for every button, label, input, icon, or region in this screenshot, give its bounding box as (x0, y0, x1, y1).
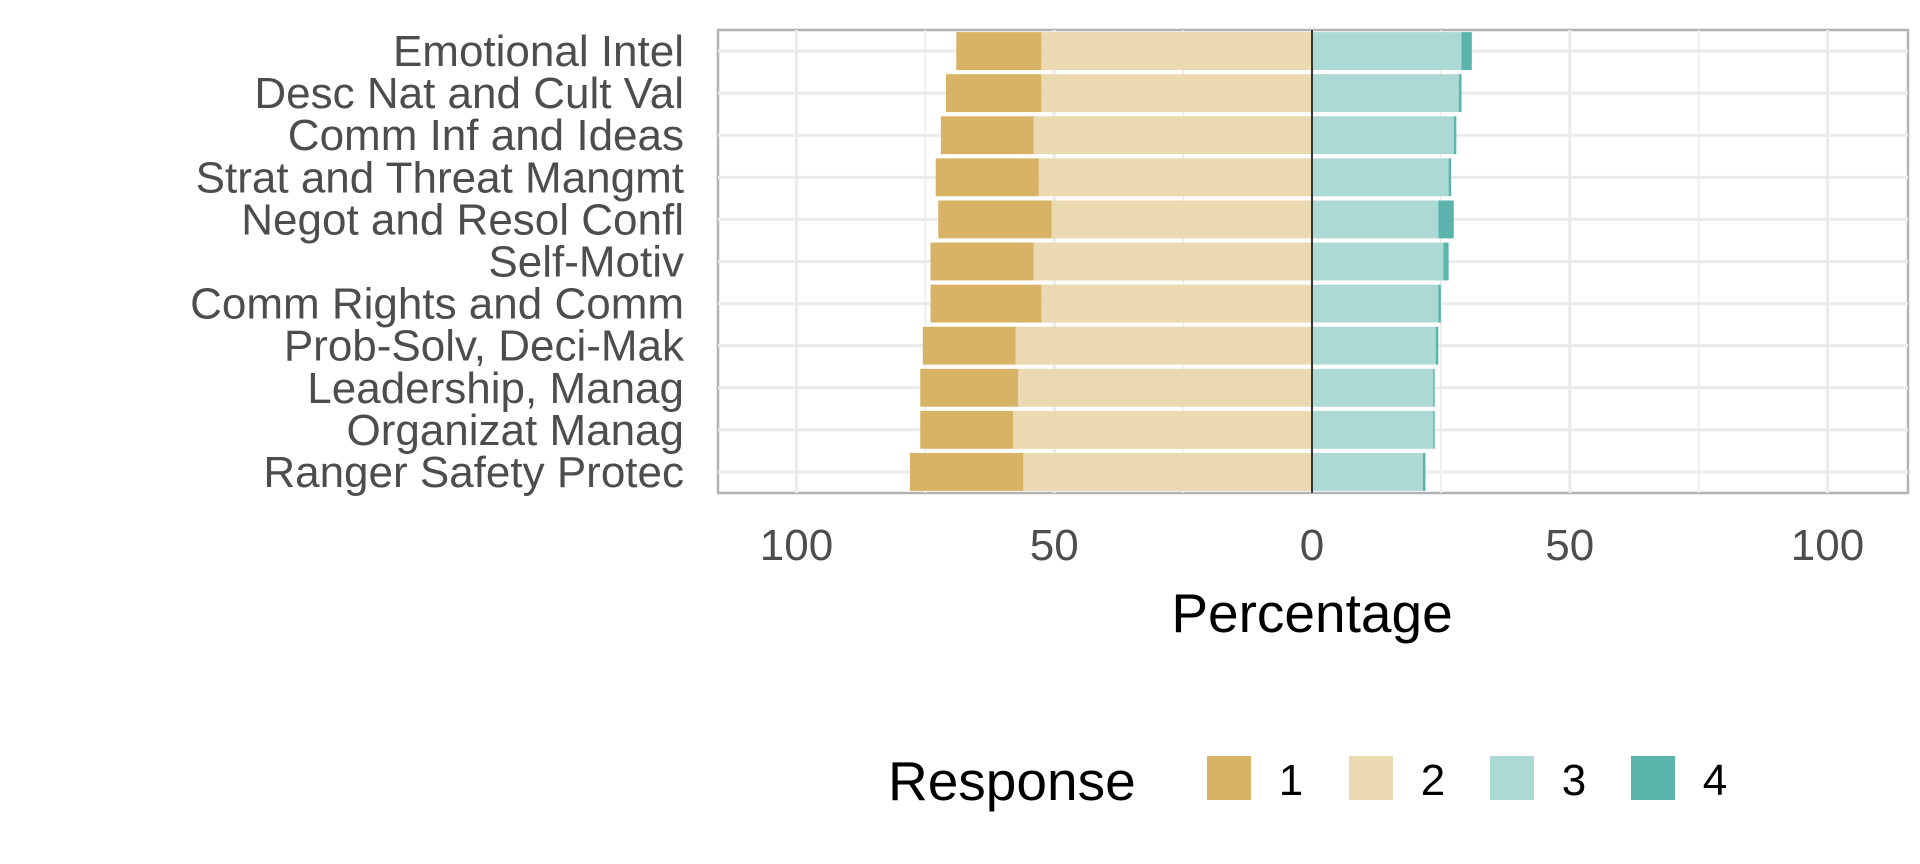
bar-response-3 (1312, 284, 1439, 323)
y-tick-label: Ranger Safety Protec (263, 448, 684, 497)
bar-response-2 (1041, 74, 1312, 113)
bar-response-4 (1433, 410, 1435, 449)
bar-response-4 (1438, 284, 1441, 323)
bar-response-2 (1038, 158, 1312, 197)
bar-response-1 (909, 453, 1024, 491)
bar-response-2 (1051, 200, 1312, 239)
bar-response-4 (1461, 32, 1472, 70)
y-tick-label: Strat and Threat Mangmt (196, 153, 684, 202)
bar-response-1 (938, 200, 1052, 239)
bar-response-1 (930, 242, 1034, 281)
bar-response-2 (1041, 32, 1312, 70)
legend-key-2 (1349, 756, 1393, 800)
bar-response-2 (1018, 368, 1312, 407)
x-axis-tick-labels: 100 50 0 50 100 (760, 521, 1864, 570)
bar-response-4 (1443, 242, 1449, 281)
bar-response-4 (1433, 368, 1435, 407)
bar-response-1 (945, 74, 1042, 113)
y-tick-label: Comm Inf and Ideas (288, 111, 684, 160)
bar-response-2 (1041, 284, 1312, 323)
x-tick-label: 100 (760, 521, 833, 570)
bar-response-2 (1033, 116, 1312, 155)
x-tick-label: 50 (1545, 521, 1594, 570)
bar-response-2 (1033, 242, 1312, 281)
bar-response-3 (1312, 32, 1462, 70)
y-tick-label: Desc Nat and Cult Val (254, 69, 684, 118)
bar-response-3 (1312, 74, 1459, 113)
bar-response-1 (940, 116, 1034, 155)
legend: Response 1 2 3 4 (888, 750, 1727, 812)
bar-response-1 (920, 368, 1019, 407)
bar-response-3 (1312, 453, 1423, 491)
bar-response-1 (922, 326, 1016, 365)
y-tick-label: Comm Rights and Comm (190, 280, 684, 329)
bar-response-1 (956, 32, 1042, 70)
bar-response-2 (1013, 410, 1312, 449)
x-tick-label: 0 (1300, 521, 1324, 570)
legend-label: 1 (1279, 756, 1303, 805)
y-tick-label: Organizat Manag (346, 406, 684, 455)
x-tick-label: 50 (1030, 521, 1079, 570)
bar-response-3 (1312, 368, 1434, 407)
x-tick-label: 100 (1791, 521, 1864, 570)
y-tick-label: Emotional Intel (393, 27, 684, 76)
legend-key-3 (1490, 756, 1534, 800)
bar-response-3 (1312, 158, 1449, 197)
bar-response-4 (1435, 326, 1439, 365)
legend-key-1 (1207, 756, 1251, 800)
bar-response-4 (1458, 74, 1462, 113)
x-axis-title: Percentage (1171, 582, 1452, 644)
bar-response-3 (1312, 200, 1439, 239)
bar-response-3 (1312, 242, 1444, 281)
legend-label: 2 (1421, 756, 1445, 805)
y-tick-label: Prob-Solv, Deci-Mak (284, 322, 685, 371)
legend-key-4 (1631, 756, 1675, 800)
bar-response-2 (1015, 326, 1312, 365)
bar-response-3 (1312, 116, 1454, 155)
bar-response-4 (1422, 453, 1426, 491)
bar-response-4 (1453, 116, 1457, 155)
legend-title: Response (888, 750, 1136, 812)
legend-label: 4 (1703, 756, 1727, 805)
bars (909, 32, 1472, 491)
bar-response-2 (1023, 453, 1312, 491)
y-tick-label: Negot and Resol Confl (241, 195, 684, 244)
bar-response-1 (935, 158, 1039, 197)
y-tick-label: Self-Motiv (488, 238, 684, 287)
legend-label: 3 (1562, 756, 1586, 805)
bar-response-1 (930, 284, 1042, 323)
y-tick-label: Leadership, Manag (307, 364, 684, 413)
bar-response-3 (1312, 410, 1434, 449)
bar-response-4 (1438, 200, 1454, 239)
bar-response-1 (920, 410, 1014, 449)
bar-response-3 (1312, 326, 1436, 365)
bar-response-4 (1448, 158, 1452, 197)
